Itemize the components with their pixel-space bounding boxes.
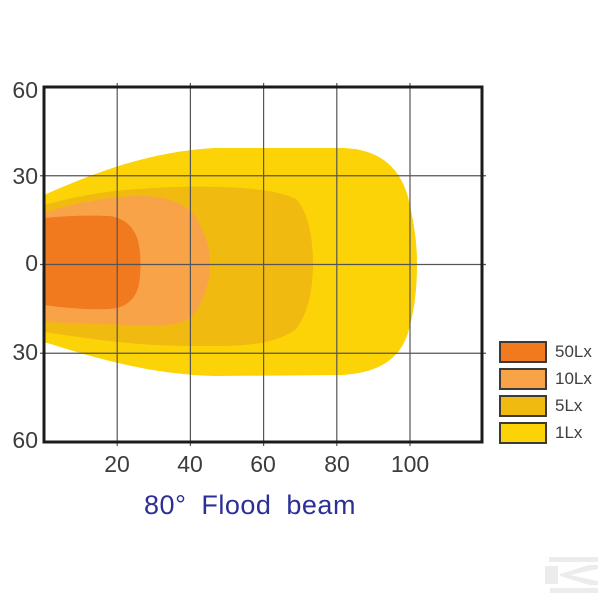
legend-label-1lx: 1Lx	[555, 423, 583, 442]
y-tick-label-30-top: 30	[12, 163, 38, 189]
x-tick-label-40: 40	[177, 451, 203, 477]
legend-label-5lx: 5Lx	[555, 396, 583, 415]
x-tick-label-100: 100	[390, 451, 430, 477]
legend-swatch-5lx	[499, 395, 547, 417]
k-logo-stem	[545, 566, 558, 584]
legend-swatch-1lx	[499, 422, 547, 444]
k-logo-chevron	[560, 565, 598, 585]
beam-contours	[44, 148, 417, 376]
grid-lines	[40, 83, 486, 446]
legend-swatch-10lx	[499, 368, 547, 390]
y-tick-label-60-top: 60	[12, 77, 38, 103]
x-tick-label-20: 20	[104, 451, 130, 477]
legend-label-50lx: 50Lx	[555, 342, 592, 361]
legend-label-10lx: 10Lx	[555, 369, 592, 388]
legend-item-5lx: 5Lx	[499, 395, 592, 417]
legend-item-50lx: 50Lx	[499, 341, 592, 363]
chart-title: 80° Flood beam	[144, 490, 356, 520]
x-tick-label-80: 80	[324, 451, 350, 477]
legend-item-10lx: 10Lx	[499, 368, 592, 390]
k-logo-bottom-bar	[550, 588, 598, 593]
legend-item-1lx: 1Lx	[499, 422, 592, 444]
k-logo-top-bar	[549, 557, 598, 562]
y-tick-label-0: 0	[25, 250, 38, 276]
plot-border	[42, 85, 484, 444]
contour-50lx	[44, 215, 141, 310]
legend: 50Lx 10Lx 5Lx 1Lx	[499, 341, 592, 444]
legend-swatch-50lx	[499, 341, 547, 363]
y-tick-label-60-bottom: 60	[12, 427, 38, 453]
k-logo-watermark	[545, 557, 598, 593]
x-tick-label-60: 60	[250, 451, 276, 477]
y-tick-label-30-bottom: 30	[12, 339, 38, 365]
